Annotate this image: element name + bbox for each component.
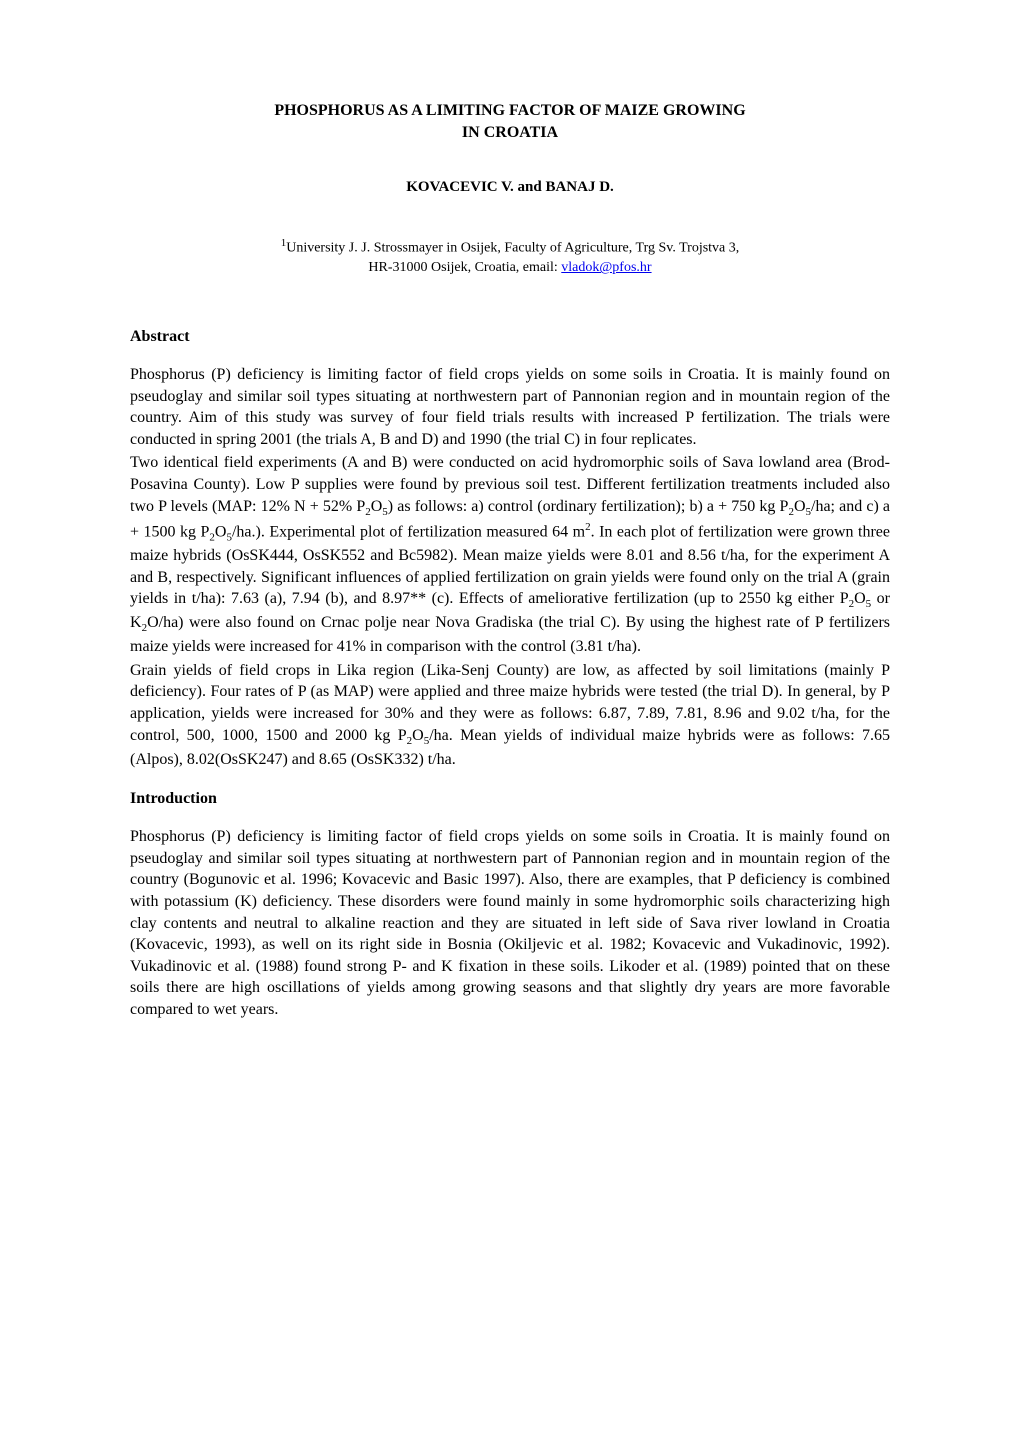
- introduction-heading: Introduction: [130, 790, 890, 808]
- abstract-text: O: [371, 498, 383, 515]
- affiliation-line-2: HR-31000 Osijek, Croatia, email:: [368, 260, 561, 275]
- abstract-paragraph-1: Phosphorus (P) deficiency is limiting fa…: [130, 364, 890, 450]
- paper-title: PHOSPHORUS AS A LIMITING FACTOR OF MAIZE…: [130, 100, 890, 143]
- abstract-block: Phosphorus (P) deficiency is limiting fa…: [130, 364, 890, 770]
- abstract-text: O: [794, 498, 806, 515]
- abstract-text: O: [854, 590, 866, 607]
- affiliation-line-1: University J. J. Strossmayer in Osijek, …: [286, 241, 739, 256]
- title-line-1: PHOSPHORUS AS A LIMITING FACTOR OF MAIZE…: [274, 102, 745, 119]
- email-link[interactable]: vladok@pfos.hr: [561, 260, 651, 275]
- affiliation-block: 1University J. J. Strossmayer in Osijek,…: [130, 236, 890, 278]
- abstract-text: /ha.). Experimental plot of fertilizatio…: [232, 523, 585, 540]
- abstract-text: ) as follows: a) control (ordinary ferti…: [388, 498, 789, 515]
- introduction-paragraph-1: Phosphorus (P) deficiency is limiting fa…: [130, 826, 890, 1020]
- abstract-text: O/ha) were also found on Crnac polje nea…: [130, 614, 890, 655]
- abstract-text: O: [215, 523, 227, 540]
- abstract-paragraph-3: Grain yields of field crops in Lika regi…: [130, 660, 890, 770]
- title-line-2: IN CROATIA: [462, 124, 558, 141]
- paper-authors: KOVACEVIC V. and BANAJ D.: [130, 179, 890, 196]
- abstract-heading: Abstract: [130, 328, 890, 346]
- abstract-text: O: [412, 727, 424, 744]
- abstract-paragraph-2: Two identical field experiments (A and B…: [130, 452, 890, 657]
